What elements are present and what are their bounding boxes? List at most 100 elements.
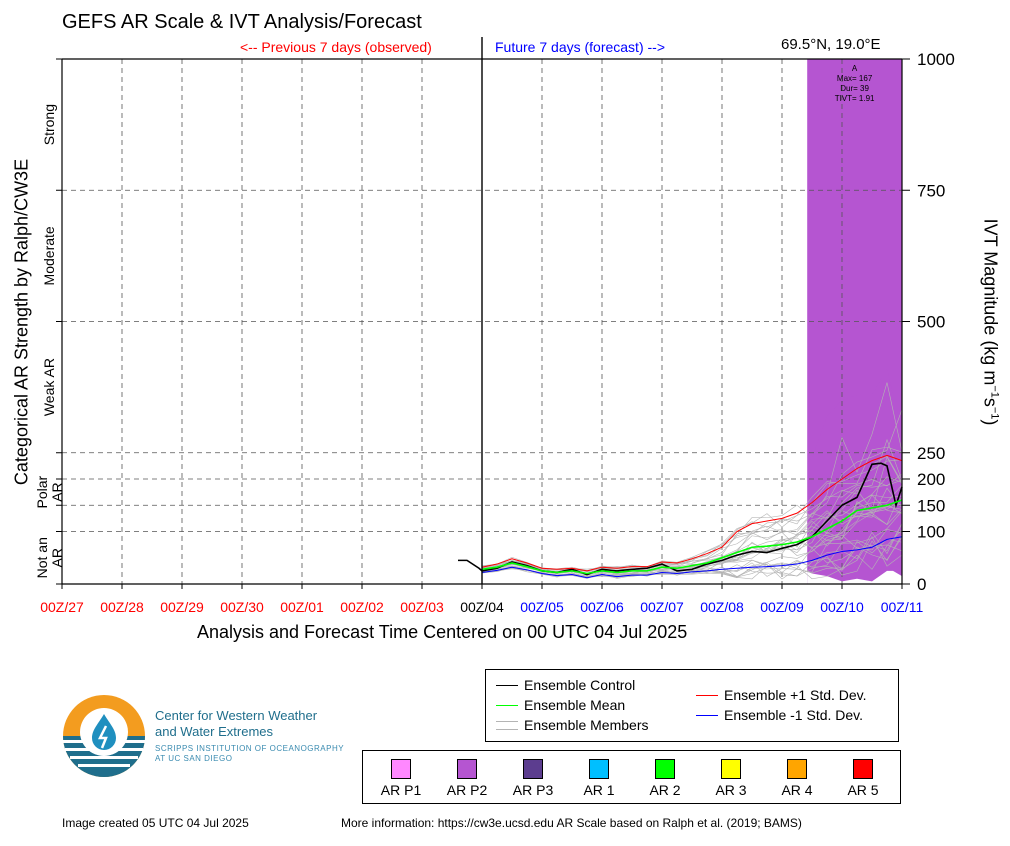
y-tick-label: 1000 xyxy=(917,50,955,69)
x-tick-label: 00Z/06 xyxy=(580,599,624,615)
chart-title: GEFS AR Scale & IVT Analysis/Forecast xyxy=(62,11,422,33)
y-tick-label: 200 xyxy=(917,470,945,489)
ar-category-label: AR 1 xyxy=(583,782,615,798)
footer-info: More information: https://cw3e.ucsd.edu … xyxy=(341,816,802,830)
logo-subtitle-line1: SCRIPPS INSTITUTION OF OCEANOGRAPHY xyxy=(155,744,345,753)
ensemble-member-line xyxy=(481,537,903,580)
legend-item-mean: Ensemble Mean xyxy=(496,697,625,713)
chart-labels: 00Z/27 00Z/28 00Z/29 00Z/30 00Z/01 00Z/02 00Z/… xyxy=(34,50,955,615)
legend-label-mean: Ensemble Mean xyxy=(524,697,626,713)
ar-category-label: AR 3 xyxy=(715,782,747,798)
legend-label-members: Ensemble Members xyxy=(524,717,649,733)
series-line-ensemble-control xyxy=(458,462,903,576)
y-tick-label: 150 xyxy=(917,496,945,515)
legend-label-plus: Ensemble +1 Std. Dev. xyxy=(724,687,867,703)
chart-axes xyxy=(56,37,910,589)
ar-category-label: AR P3 xyxy=(512,782,554,798)
ar-category-swatch xyxy=(787,759,807,779)
x-tick-label: 00Z/08 xyxy=(700,599,744,615)
ar-event-label: TIVT= 1.91 xyxy=(835,94,875,103)
ar-category-item: AR 3 xyxy=(701,759,761,798)
x-tick-label: 00Z/07 xyxy=(640,599,684,615)
category-label: Polar xyxy=(34,475,50,508)
ar-category-item: AR 5 xyxy=(833,759,893,798)
category-label: AR xyxy=(49,482,65,501)
x-tick-label: 00Z/01 xyxy=(280,599,324,615)
x-tick-label: 00Z/27 xyxy=(40,599,84,615)
category-label: AR xyxy=(49,548,65,567)
ar-category-label: AR P2 xyxy=(446,782,488,798)
y-tick-label: 500 xyxy=(917,313,945,332)
ar-category-swatch xyxy=(589,759,609,779)
y-axis-label-left: Categorical AR Strength by Ralph/CW3E xyxy=(11,158,32,486)
x-tick-label: 00Z/05 xyxy=(520,599,564,615)
logo-title-line1: Center for Western Weather xyxy=(155,708,318,723)
ar-category-swatch xyxy=(523,759,543,779)
legend-swatch-control xyxy=(496,684,518,686)
future-days-label: Future 7 days (forecast) --> xyxy=(495,39,666,55)
ar-event-label: Dur= 39 xyxy=(840,84,869,93)
ar-event-label: A xyxy=(852,64,858,73)
x-tick-label: 00Z/29 xyxy=(160,599,204,615)
x-tick-label: 00Z/02 xyxy=(340,599,384,615)
y-tick-label: 250 xyxy=(917,444,945,463)
x-tick-label: 00Z/11 xyxy=(881,599,924,615)
legend-item-members: Ensemble Members xyxy=(496,717,649,733)
legend-swatch-mean xyxy=(496,704,518,706)
logo-title: Center for Western Weather and Water Ext… xyxy=(155,708,317,740)
ar-event-ivt-gap xyxy=(807,570,902,584)
ar-category-swatch xyxy=(457,759,477,779)
legend-item-minus: Ensemble -1 Std. Dev. xyxy=(696,707,863,723)
ar-category-label: AR 4 xyxy=(781,782,813,798)
ar-event-label: Max= 167 xyxy=(837,74,873,83)
ar-category-label: AR P1 xyxy=(380,782,422,798)
category-label: Moderate xyxy=(41,226,57,285)
chart-grid xyxy=(62,59,902,584)
ar-category-item: AR P2 xyxy=(437,759,497,798)
y-tick-label: 0 xyxy=(917,575,926,594)
ar-category-item: AR 4 xyxy=(767,759,827,798)
ar-category-item: AR 1 xyxy=(569,759,629,798)
y-tick-label: 750 xyxy=(917,181,945,200)
x-tick-label: 00Z/04 xyxy=(460,599,504,615)
x-axis-label: Analysis and Forecast Time Centered on 0… xyxy=(197,622,688,642)
ar-category-swatch xyxy=(721,759,741,779)
legend-label-control: Ensemble Control xyxy=(524,677,636,693)
ar-category-swatch xyxy=(655,759,675,779)
legend-swatch-plus xyxy=(696,694,718,696)
legend-item-plus: Ensemble +1 Std. Dev. xyxy=(696,687,867,703)
previous-days-label: <-- Previous 7 days (observed) xyxy=(240,39,432,55)
ar-category-label: AR 2 xyxy=(649,782,681,798)
logo-title-line2: and Water Extremes xyxy=(155,724,274,739)
series-line-ensemble-1-std-dev- xyxy=(481,536,903,579)
ensemble-member-line xyxy=(481,456,903,575)
x-tick-label: 00Z/28 xyxy=(100,599,144,615)
legend-item-control: Ensemble Control xyxy=(496,677,635,693)
ar-category-item: AR 2 xyxy=(635,759,695,798)
category-label: Weak AR xyxy=(41,358,57,416)
ensemble-member-line xyxy=(481,535,903,580)
category-label: Strong xyxy=(41,104,57,145)
x-tick-label: 00Z/30 xyxy=(220,599,264,615)
category-label: Not an xyxy=(34,537,50,578)
x-tick-label: 00Z/10 xyxy=(820,599,864,615)
ar-category-item: AR P3 xyxy=(503,759,563,798)
ar-category-label: AR 5 xyxy=(847,782,879,798)
x-tick-label: 00Z/09 xyxy=(760,599,804,615)
legend-label-minus: Ensemble -1 Std. Dev. xyxy=(724,707,864,723)
series-line-ensemble-1-std-dev- xyxy=(481,454,903,572)
series-line-ensemble-mean xyxy=(481,499,903,575)
x-tick-label: 00Z/03 xyxy=(400,599,444,615)
ar-category-item: AR P1 xyxy=(371,759,431,798)
ensemble-series xyxy=(458,454,903,579)
location-label: 69.5°N, 19.0°E xyxy=(781,36,881,53)
legend-swatch-members xyxy=(496,720,518,730)
ar-category-swatch xyxy=(391,759,411,779)
logo-subtitle-line2: AT UC SAN DIEGO xyxy=(155,754,233,763)
legend-swatch-minus xyxy=(696,714,718,716)
ar-category-legend: AR P1 AR P2 AR P3 AR 1 AR 2 AR 3 AR 4 AR 5 xyxy=(362,750,901,804)
logo-subtitle: SCRIPPS INSTITUTION OF OCEANOGRAPHY AT U… xyxy=(155,744,344,764)
cw3e-logo-icon xyxy=(63,695,145,777)
legend: Ensemble Control Ensemble Mean Ensemble … xyxy=(485,669,899,742)
